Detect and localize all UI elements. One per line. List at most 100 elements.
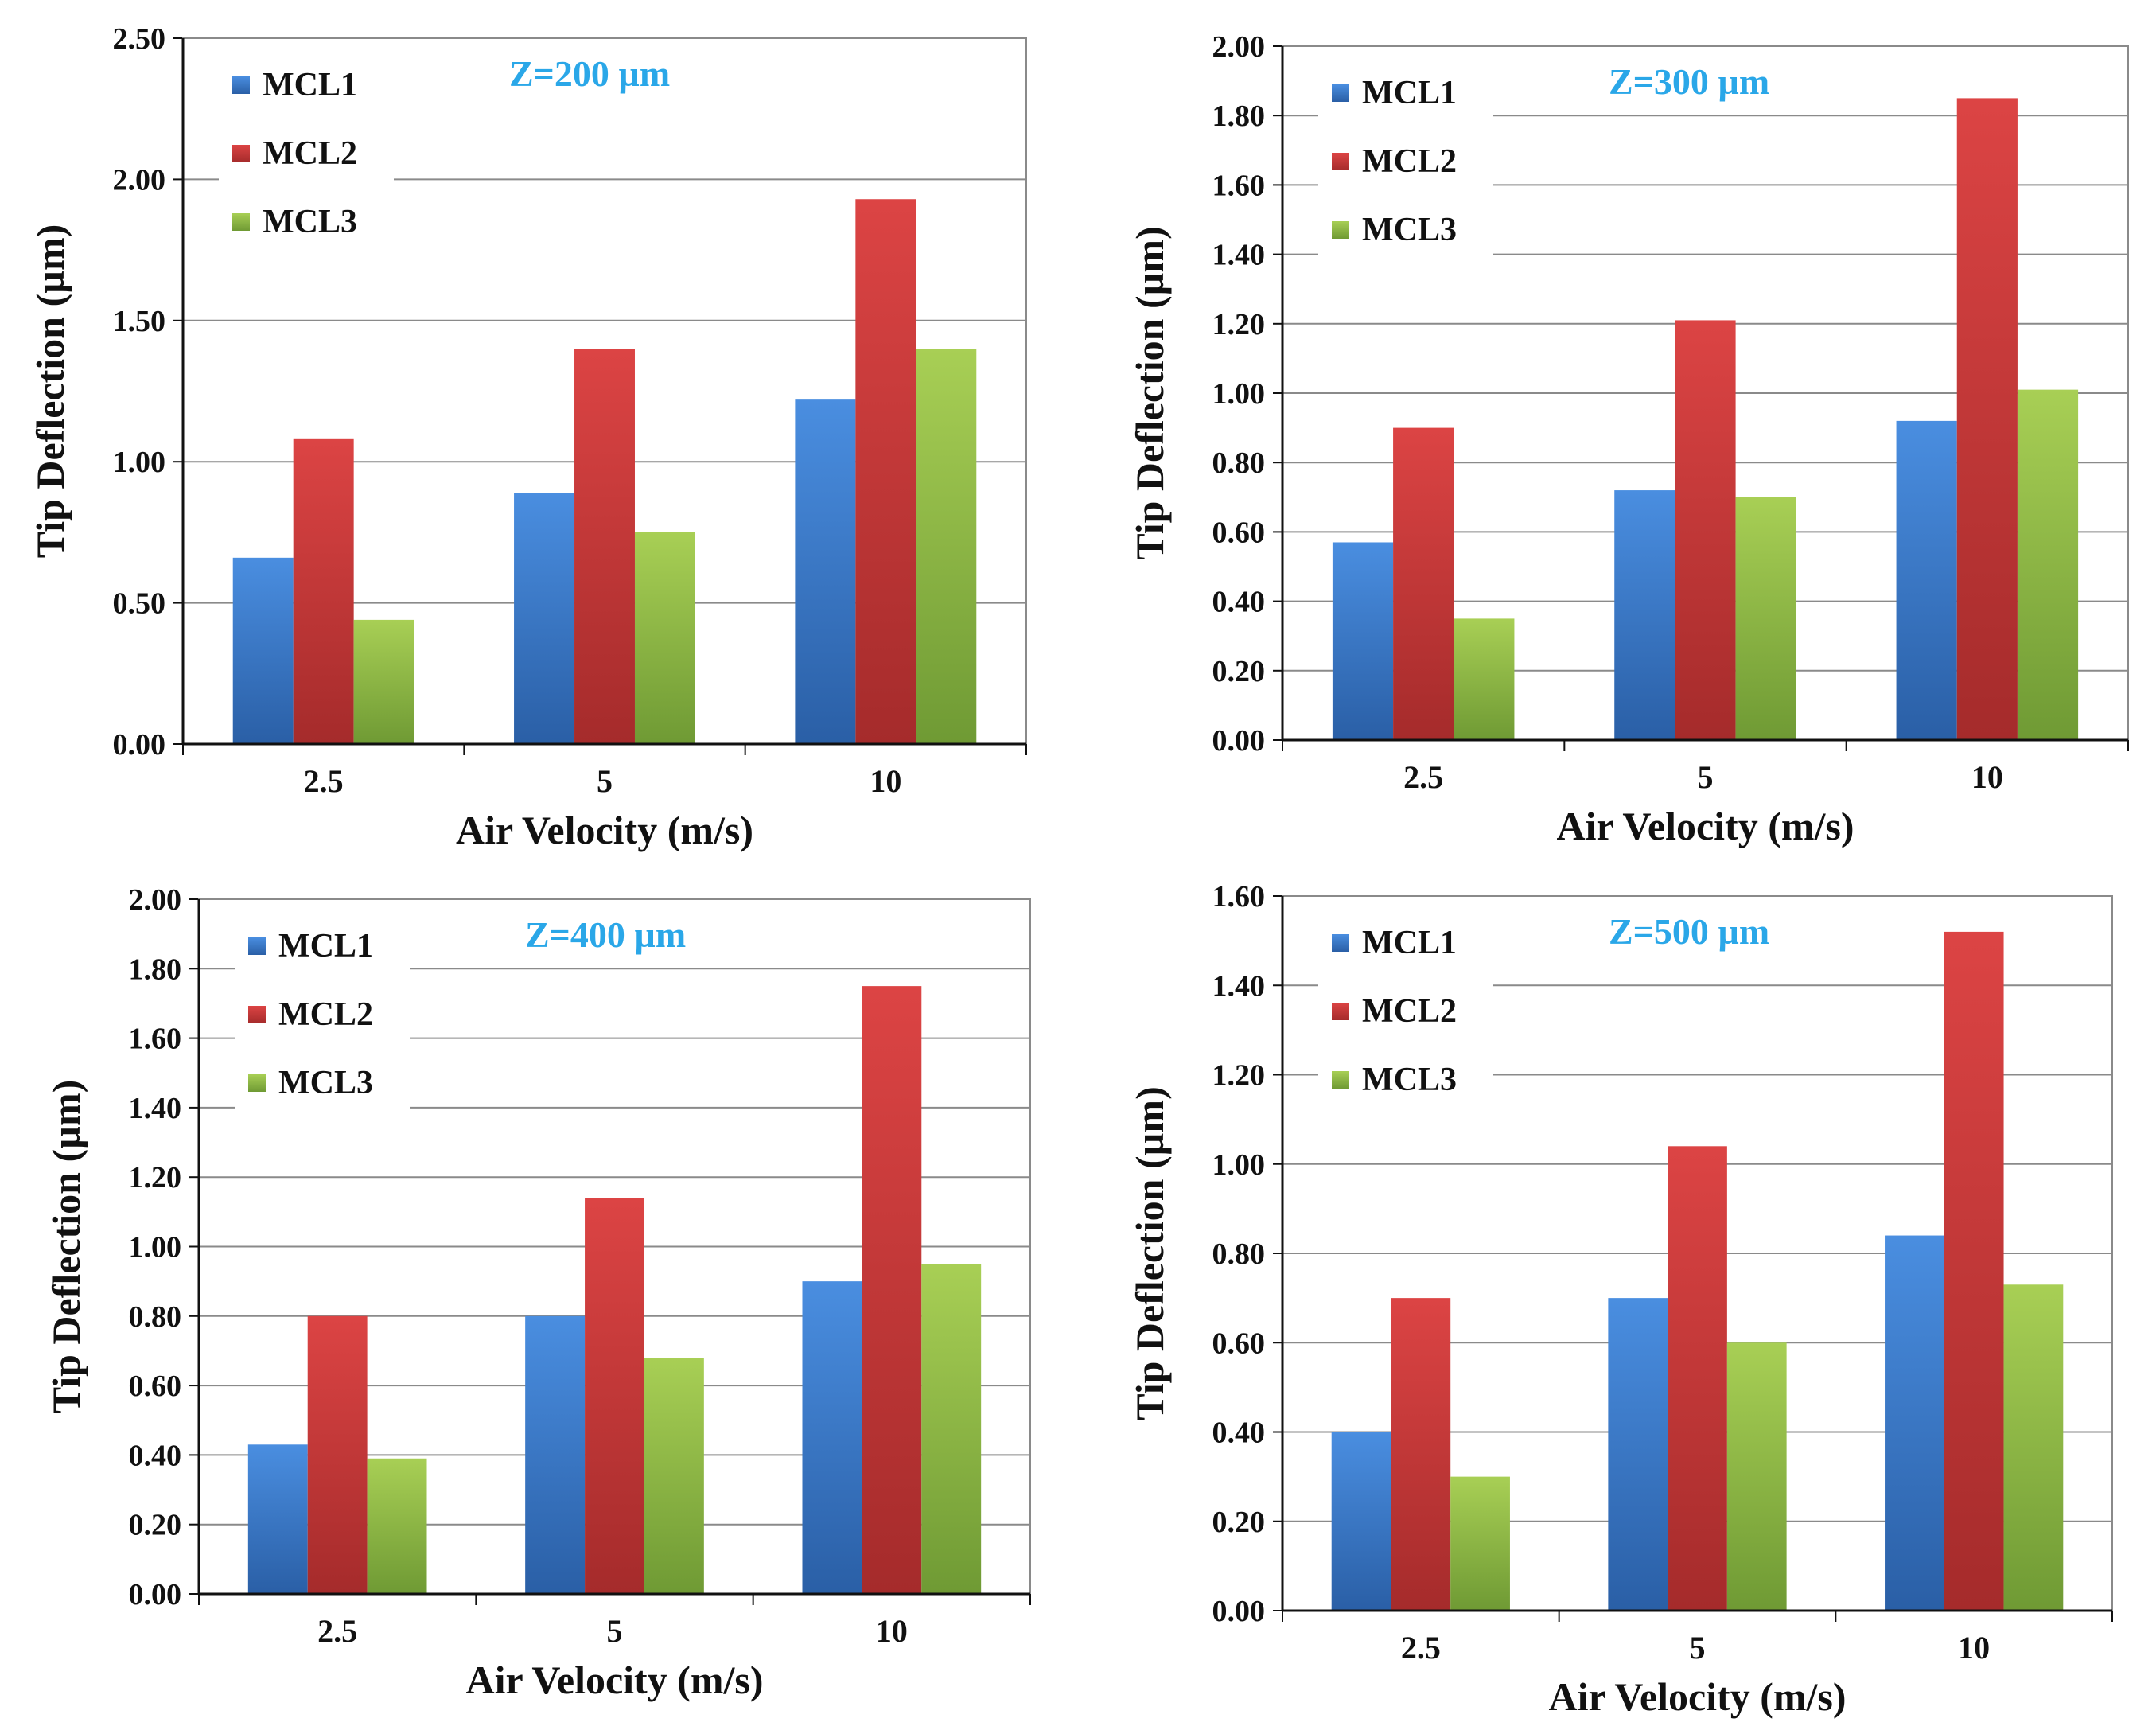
y-tick-label: 0.20 (1212, 655, 1266, 688)
legend-label-mcl2: MCL2 (1362, 143, 1457, 180)
y-tick-label: 1.00 (1212, 1148, 1266, 1182)
legend-swatch-mcl2 (232, 145, 250, 162)
y-tick-label: 1.60 (129, 1023, 182, 1056)
y-tick-label: 0.00 (1212, 724, 1266, 758)
legend-swatch-mcl3 (1332, 1071, 1349, 1089)
y-tick-label: 0.60 (129, 1370, 182, 1403)
legend-label-mcl1: MCL1 (1362, 75, 1457, 111)
x-tick-label: 10 (870, 763, 901, 799)
legend-label-mcl3: MCL3 (1362, 212, 1457, 248)
bar-mcl3-10 (916, 349, 977, 744)
legend-swatch-mcl2 (1332, 153, 1349, 170)
z-annotation: Z=400 µm (525, 914, 686, 955)
legend-swatch-mcl1 (232, 76, 250, 94)
y-tick-label: 0.80 (1212, 1237, 1266, 1271)
y-tick-label: 1.20 (1212, 1059, 1266, 1093)
legend: MCL1 MCL2 MCL3 (235, 909, 410, 1124)
legend-swatch-mcl1 (248, 937, 266, 955)
bar-mcl2-5 (574, 349, 635, 744)
y-tick-label: 0.00 (113, 728, 166, 762)
legend-swatch-mcl3 (232, 213, 250, 231)
bar-mcl2-10 (855, 199, 916, 745)
y-axis-title: Tip Deflection (µm) (1127, 226, 1172, 559)
bar-mcl3-2-5 (1450, 1476, 1510, 1611)
bar-mcl2-2-5 (1393, 427, 1454, 740)
legend-swatch-mcl3 (1332, 221, 1349, 239)
legend-swatch-mcl1 (1332, 934, 1349, 952)
chart-panel-1: 0.00 0.50 1.00 1.50 2.00 2.50 2.5 5 10 Air Veloci… (28, 22, 1027, 852)
y-tick-label: 1.80 (129, 953, 182, 986)
bar-mcl2-2-5 (293, 438, 354, 744)
y-tick-label: 0.00 (129, 1578, 182, 1611)
x-tick-label: 2.5 (304, 763, 344, 799)
y-tick-label: 1.40 (1212, 239, 1266, 272)
bar-mcl3-2-5 (353, 619, 414, 744)
x-tick-label: 5 (607, 1613, 623, 1649)
legend: MCL1 MCL2 MCL3 (219, 48, 394, 263)
bar-mcl1-5 (525, 1315, 586, 1594)
bar-mcl1-2-5 (232, 557, 294, 744)
bar-mcl3-10 (2003, 1284, 2064, 1611)
bar-mcl1-10 (802, 1281, 862, 1594)
bar-mcl3-2-5 (1454, 618, 1515, 740)
x-axis-title: Air Velocity (m/s) (465, 1658, 763, 1702)
bar-mcl2-10 (1956, 98, 2018, 740)
bar-mcl2-5 (585, 1198, 644, 1594)
legend-label-mcl3: MCL3 (263, 204, 357, 240)
y-tick-label: 0.00 (1212, 1595, 1266, 1628)
bar-mcl3-2-5 (367, 1458, 427, 1594)
bar-mcl3-5 (1735, 497, 1796, 740)
z-annotation: Z=300 µm (1609, 61, 1769, 102)
bar-mcl3-5 (644, 1358, 704, 1594)
x-tick-label: 2.5 (1403, 759, 1443, 795)
bar-mcl1-10 (1885, 1235, 1944, 1611)
x-axis-title: Air Velocity (m/s) (456, 808, 753, 852)
y-axis-title: Tip Deflection (µm) (1127, 1086, 1172, 1420)
x-tick-label: 10 (1971, 759, 2003, 795)
bar-mcl2-2-5 (1391, 1298, 1451, 1611)
y-tick-label: 0.60 (1212, 516, 1266, 549)
x-tick-label: 5 (597, 763, 613, 799)
x-tick-label: 2.5 (317, 1613, 357, 1649)
legend-label-mcl3: MCL3 (1362, 1062, 1457, 1098)
legend-swatch-mcl2 (248, 1006, 266, 1023)
y-tick-label: 0.40 (1212, 1416, 1266, 1450)
legend-label-mcl1: MCL1 (1362, 925, 1457, 961)
bar-mcl2-2-5 (307, 1315, 368, 1594)
legend-swatch-mcl2 (1332, 1003, 1349, 1020)
y-tick-label: 2.00 (1212, 30, 1266, 64)
legend-label-mcl3: MCL3 (278, 1065, 373, 1101)
bar-mcl1-5 (1614, 490, 1675, 740)
z-annotation: Z=500 µm (1609, 911, 1769, 952)
bar-mcl1-10 (795, 399, 856, 744)
chart-panel-3: 0.00 0.20 0.40 0.60 0.80 1.00 1.20 1.40 1.60 1.80… (44, 883, 1031, 1702)
y-tick-label: 1.20 (1212, 308, 1266, 341)
y-tick-label: 1.50 (113, 305, 166, 338)
x-tick-label: 10 (876, 1613, 908, 1649)
legend-label-mcl1: MCL1 (278, 928, 373, 964)
y-tick-label: 0.40 (1212, 586, 1266, 619)
legend-swatch-mcl1 (1332, 84, 1349, 102)
legend-swatch-mcl3 (248, 1074, 266, 1092)
y-tick-label: 1.40 (129, 1092, 182, 1125)
legend-label-mcl2: MCL2 (263, 135, 357, 172)
x-tick-label: 5 (1698, 759, 1714, 795)
legend-label-mcl2: MCL2 (278, 996, 373, 1033)
y-tick-label: 2.00 (129, 883, 182, 917)
y-tick-label: 1.40 (1212, 969, 1266, 1003)
x-axis-title: Air Velocity (m/s) (1548, 1674, 1846, 1719)
z-annotation: Z=200 µm (509, 53, 670, 94)
bar-mcl2-5 (1668, 1146, 1727, 1611)
y-tick-label: 1.80 (1212, 99, 1266, 133)
bar-mcl3-10 (921, 1264, 982, 1594)
y-tick-label: 0.50 (113, 587, 166, 621)
bar-mcl1-2-5 (1332, 542, 1394, 740)
bar-mcl2-5 (1675, 320, 1736, 740)
bar-mcl1-5 (514, 493, 575, 744)
bar-mcl2-10 (862, 986, 922, 1594)
y-tick-label: 1.60 (1212, 169, 1266, 202)
bar-mcl3-5 (634, 532, 695, 744)
x-axis-title: Air Velocity (m/s) (1556, 804, 1854, 848)
y-tick-label: 1.60 (1212, 880, 1266, 914)
legend: MCL1 MCL2 MCL3 (1318, 56, 1493, 271)
